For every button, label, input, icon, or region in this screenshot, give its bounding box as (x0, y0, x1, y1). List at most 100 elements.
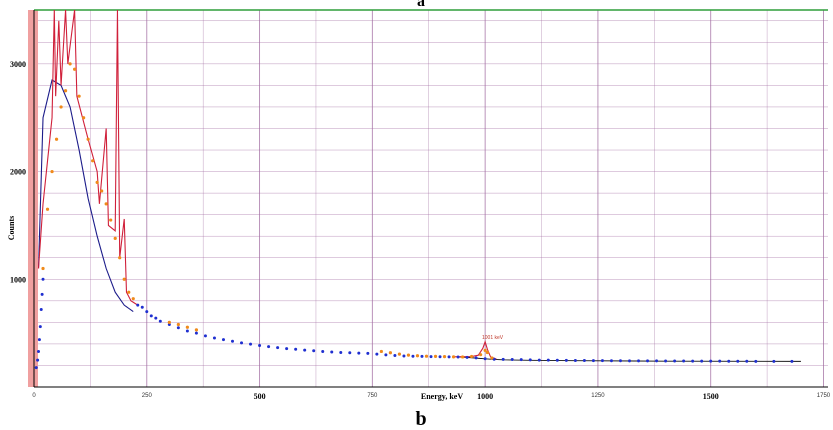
fitted-point (82, 116, 86, 120)
measured-point (258, 344, 262, 348)
measured-point (664, 359, 668, 363)
fitted-point (397, 352, 402, 356)
measured-point (637, 359, 641, 363)
xlabel-box (416, 389, 469, 403)
fitted-point (167, 320, 171, 324)
fitted-point (470, 354, 474, 359)
fitted-point (442, 355, 447, 359)
measured-point (628, 359, 631, 363)
measured-point (348, 351, 352, 355)
x-tick-labels: 0 250 750 1250 1750 500 1000 1500 (32, 389, 831, 403)
measured-point (294, 347, 298, 351)
measured-point (203, 334, 207, 338)
measured-point (140, 305, 144, 309)
measured-point (546, 358, 550, 362)
left-energy-band (28, 10, 38, 387)
measured-point (501, 357, 505, 361)
fitted-point (176, 322, 180, 327)
peak-annotation: 1001 keV (482, 335, 504, 341)
measured-point (303, 348, 307, 352)
measured-point (41, 277, 45, 281)
measured-point (212, 336, 216, 340)
measured-point (39, 307, 43, 311)
fitted-point (127, 290, 131, 294)
fitted-point (68, 62, 72, 66)
measured-point (564, 358, 568, 362)
fitted-point (406, 353, 411, 357)
measured-point (655, 359, 659, 363)
fitted-point (104, 202, 108, 206)
x-tick-label: 1750 (817, 393, 831, 399)
fitted-point (73, 67, 77, 71)
measured-point (492, 357, 496, 361)
measured-point (37, 349, 41, 353)
measured-point (34, 366, 38, 370)
measured-point (393, 354, 397, 358)
measured-point (402, 354, 406, 358)
measured-point (456, 355, 460, 359)
x-tick-label: 1250 (591, 393, 605, 399)
fitted-point (113, 236, 117, 240)
fitted-point (118, 256, 122, 260)
fitted-point (91, 159, 95, 163)
measured-point (609, 359, 613, 363)
measured-point (447, 355, 451, 359)
fitted-point (86, 137, 90, 141)
measured-point (366, 351, 370, 355)
measured-point (519, 358, 523, 362)
measured-point (673, 359, 677, 363)
measured-point (618, 359, 622, 363)
measured-points-group (34, 277, 794, 370)
measured-point (429, 355, 433, 359)
measured-point (483, 357, 487, 361)
measured-point (573, 359, 577, 363)
x-tick-label: 1500 (703, 392, 719, 401)
measured-point (185, 329, 189, 333)
measured-point (176, 326, 180, 330)
fitted-point (109, 218, 113, 222)
measured-point (312, 349, 316, 353)
y-tick-labels: 1000 2000 3000 (10, 60, 26, 284)
measured-point (438, 355, 442, 359)
measured-point (154, 316, 158, 320)
x-tick-label: 750 (367, 393, 378, 399)
measured-point (357, 351, 361, 355)
fitted-point (95, 180, 99, 184)
fitted-point (490, 356, 494, 360)
measured-point (600, 359, 604, 363)
measured-point (37, 338, 41, 342)
measured-point (194, 331, 198, 335)
fitted-point (388, 351, 392, 355)
measured-point (555, 358, 559, 362)
fitted-points-group (41, 62, 494, 360)
fitted-point (59, 105, 63, 109)
x-tick-label: 250 (142, 393, 153, 399)
measured-point (718, 359, 722, 363)
fitted-point (131, 297, 135, 301)
measured-point (591, 359, 595, 363)
fitted-point (100, 189, 104, 193)
measured-point (736, 359, 740, 363)
grid-lines (33, 10, 828, 387)
x-axis-label: Energy, keV (421, 392, 463, 401)
measured-point (136, 303, 140, 307)
fitted-point (483, 348, 487, 352)
fitted-point (54, 137, 59, 141)
fitted-point (185, 325, 189, 329)
fitted-point (63, 89, 68, 93)
x-tick-label: 500 (254, 392, 266, 401)
measured-point (285, 347, 289, 351)
measured-point (276, 346, 280, 350)
fitted-point (433, 354, 438, 359)
measured-point (330, 350, 334, 354)
fitted-point (460, 355, 465, 359)
panel-label-b: b (415, 408, 426, 430)
measured-point (40, 292, 44, 296)
fitted-point (45, 207, 50, 211)
fitted-point (379, 349, 383, 354)
measured-point (537, 358, 541, 362)
measured-point (772, 359, 776, 363)
measured-point (682, 359, 686, 363)
